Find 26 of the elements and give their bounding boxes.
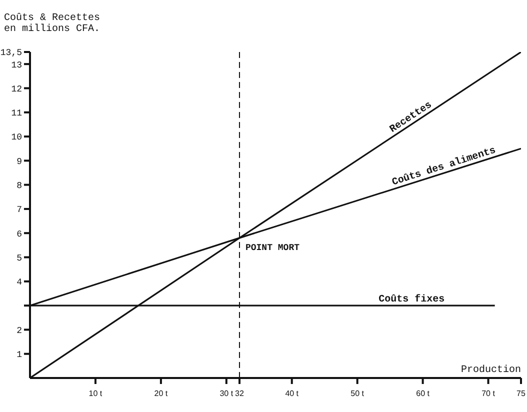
x-tick-label: 60 t (416, 389, 430, 398)
y-tick-label: 12 (11, 84, 22, 94)
y-tick-label: 6 (16, 229, 22, 240)
y-tick-label: 11 (11, 108, 22, 119)
x-tick-label: 10 t (88, 389, 103, 398)
x-tick-label: 50 t (350, 389, 365, 398)
x-tick-label: 40 t (285, 389, 300, 398)
y-tick-label: 13,5 (0, 48, 22, 58)
y-tick-label: 9 (16, 156, 22, 167)
x-axis-title: Production (460, 364, 521, 376)
y-tick-label: 1 (16, 350, 22, 360)
y-tick-label: 10 (11, 132, 22, 143)
y-tick-label: 5 (16, 253, 22, 264)
x-tick-label: 32 (235, 389, 244, 398)
y-tick-label: 8 (16, 181, 22, 192)
x-tick-label: 75 (516, 389, 526, 398)
annotation: POINT MORT (245, 242, 300, 253)
y-axis-title: Coûts & Recettes en millions CFA. (4, 12, 100, 35)
y-tick-label: 2 (16, 326, 22, 336)
series-label: Coûts fixes (378, 294, 445, 306)
x-tick-label: 20 t (154, 389, 168, 398)
y-tick-label: 13 (11, 60, 22, 70)
x-tick-label: 30 t (220, 389, 234, 398)
y-tick-label: 4 (16, 278, 22, 288)
x-tick-label: 70 t (482, 389, 496, 398)
y-tick-label: 7 (16, 205, 22, 216)
